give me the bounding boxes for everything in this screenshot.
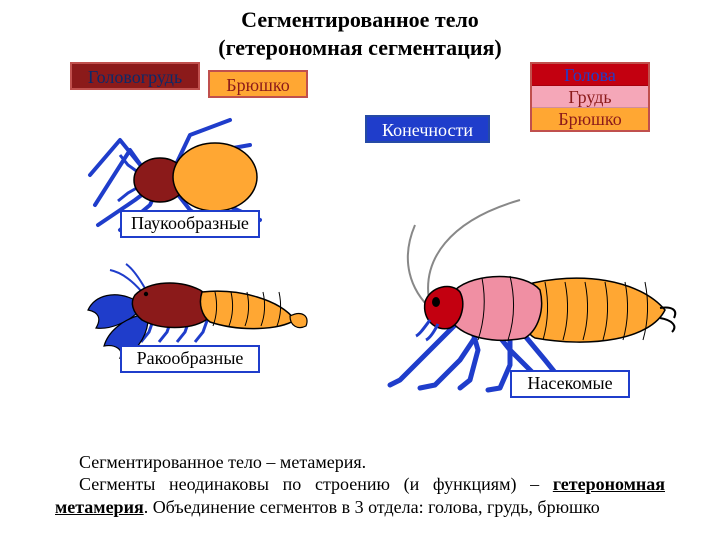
caption-insects-text: Насекомые — [527, 373, 612, 393]
footer-text: Сегментированное тело – метамерия. Сегме… — [55, 451, 665, 519]
footer-p2: Сегменты неодинаковы по строению (и функ… — [55, 473, 665, 518]
stack-row-head: Голова — [532, 64, 648, 86]
caption-crustaceans-text: Ракообразные — [137, 348, 244, 368]
page-title: Сегментированное тело (гетерономная сегм… — [0, 0, 720, 61]
title-line2: (гетерономная сегментация) — [218, 35, 502, 60]
caption-arachnids: Паукообразные — [120, 210, 260, 238]
label-abdomen-left-text: Брюшко — [226, 75, 289, 95]
insect-illustration — [360, 190, 680, 390]
label-cephalothorax-text: Головогрудь — [88, 67, 182, 87]
caption-insects: Насекомые — [510, 370, 630, 398]
footer-p1: Сегментированное тело – метамерия. — [55, 451, 665, 474]
label-limbs: Конечности — [365, 115, 490, 143]
label-abdomen-left: Брюшко — [208, 70, 308, 98]
insect-parts-stack: Голова Грудь Брюшко — [530, 62, 650, 132]
stack-row-thorax: Грудь — [532, 86, 648, 108]
caption-crustaceans: Ракообразные — [120, 345, 260, 373]
label-limbs-text: Конечности — [382, 120, 473, 140]
caption-arachnids-text: Паукообразные — [131, 213, 249, 233]
label-cephalothorax: Головогрудь — [70, 62, 200, 90]
title-line1: Сегментированное тело — [241, 7, 479, 32]
stack-row-abdomen: Брюшко — [532, 108, 648, 130]
